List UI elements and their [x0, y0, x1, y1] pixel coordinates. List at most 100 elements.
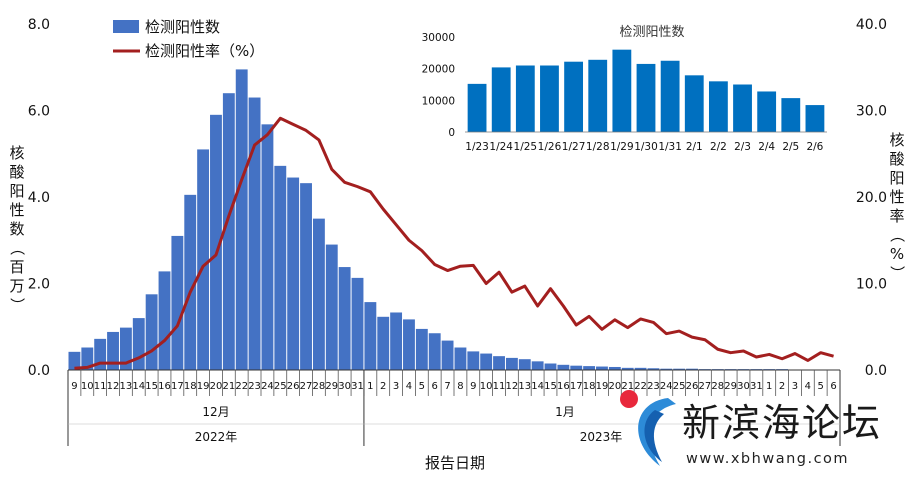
- bar-4: [119, 327, 132, 370]
- bar-16: [274, 165, 287, 370]
- inset-x-tick-1: 1/24: [489, 141, 513, 153]
- x-tick-17: 26: [287, 381, 300, 392]
- inset-bar-4: [564, 61, 584, 133]
- yleft-title-char-0: 核: [9, 144, 24, 162]
- inset-x-tick-0: 1/23: [465, 141, 489, 153]
- x-tick-27: 5: [419, 381, 425, 392]
- x-tick-16: 25: [274, 381, 287, 392]
- inset-x-tick-10: 2/2: [710, 141, 727, 153]
- bar-43: [621, 367, 634, 370]
- inset-y-tick-3: 30000: [422, 32, 455, 44]
- bar-23: [364, 302, 377, 370]
- bar-18: [300, 183, 312, 370]
- inset-x-tick-12: 2/4: [758, 141, 775, 153]
- yright-title-char-3: 性: [889, 188, 904, 206]
- inset-axes-group: 0 10000 20000 30000: [422, 32, 827, 139]
- bar-11: [210, 114, 222, 370]
- bar-1: [81, 347, 94, 370]
- rate-line: [74, 116, 834, 370]
- bar-44: [634, 367, 647, 370]
- rate-line-group: [74, 116, 834, 370]
- inset-bar-10: [708, 81, 728, 132]
- inset-x-tick-6: 1/29: [610, 141, 634, 153]
- x-tick-44: 22: [634, 381, 647, 392]
- inset-title: 检测阳性数: [619, 25, 684, 40]
- y-right-tick-4: 40.0: [856, 17, 887, 33]
- inset-bar-5: [588, 59, 608, 132]
- inset-bar-11: [733, 84, 752, 132]
- inset-y-tick-0: 0: [448, 127, 455, 139]
- bar-45: [647, 368, 660, 370]
- x-tick-53: 31: [750, 381, 763, 392]
- inset-bar-8: [660, 60, 680, 132]
- y-left-tick-1: 2.0: [28, 277, 50, 293]
- yleft-title-char-3: 性: [9, 201, 24, 219]
- inset-x-tick-5: 1/28: [586, 141, 610, 153]
- x-tick-29: 7: [444, 381, 450, 392]
- bar-37: [544, 363, 557, 370]
- x-tick-47: 25: [673, 381, 686, 392]
- bar-8: [171, 235, 184, 370]
- legend-bar-swatch: [113, 20, 139, 33]
- x-tick-31: 9: [470, 381, 476, 392]
- x-tick-11: 20: [210, 381, 223, 392]
- legend-bar-label: 检测阳性数: [145, 18, 220, 36]
- watermark-swoosh-inner: [644, 410, 664, 462]
- x-tick-33: 11: [493, 381, 506, 392]
- inset-x-tick-14: 2/6: [806, 141, 823, 153]
- x-tick-2: 11: [94, 381, 107, 392]
- x-tick-labels-group: 9 10 11 12 13 14 15 16 17 18 19 20 21 22 23 24 25 26 27 28 2…: [67, 370, 841, 446]
- yright-title-char-7: ）: [888, 265, 906, 280]
- x-tick-39: 17: [570, 381, 583, 392]
- bar-33: [493, 356, 505, 370]
- x-tick-48: 26: [686, 381, 699, 392]
- bar-20: [325, 244, 338, 370]
- yright-title-char-5: （: [888, 227, 906, 242]
- y-right-tick-0: 0.0: [865, 363, 887, 379]
- bar-41: [596, 366, 608, 370]
- x-tick-52: 30: [737, 381, 750, 392]
- bar-26: [403, 319, 415, 370]
- yleft-title-char-1: 酸: [9, 163, 24, 181]
- bar-12: [222, 93, 235, 370]
- yleft-title-char-8: ）: [8, 297, 26, 312]
- x-tick-36: 14: [531, 381, 544, 392]
- x-tick-25: 3: [393, 381, 399, 392]
- bar-3: [107, 331, 119, 370]
- x-tick-26: 4: [406, 381, 412, 392]
- yleft-title-char-2: 阳: [9, 182, 24, 200]
- x-tick-19: 28: [313, 381, 326, 392]
- x-tick-56: 3: [792, 381, 798, 392]
- month-label-dec: 12月: [202, 405, 229, 419]
- inset-bar-12: [757, 91, 777, 132]
- yleft-title-char-7: 万: [9, 277, 24, 295]
- x-tick-8: 17: [171, 381, 184, 392]
- bar-38: [557, 364, 570, 370]
- bar-6: [145, 294, 158, 370]
- inset-x-tick-8: 1/31: [658, 141, 682, 153]
- inset-x-tick-11: 2/3: [734, 141, 751, 153]
- yleft-title-char-6: 百: [9, 258, 24, 276]
- x-tick-30: 8: [457, 381, 463, 392]
- x-tick-43: 21: [621, 381, 634, 392]
- yleft-title-char-5: （: [8, 240, 26, 255]
- x-tick-35: 13: [518, 381, 531, 392]
- x-tick-42: 20: [608, 381, 621, 392]
- inset-bar-3: [540, 65, 559, 132]
- watermark-logo: 新滨海论坛 www.xbhwang.com: [620, 390, 880, 467]
- bar-13: [235, 69, 248, 370]
- bar-42: [608, 366, 621, 370]
- x-tick-37: 15: [544, 381, 557, 392]
- y-right-tick-1: 10.0: [856, 277, 887, 293]
- bar-36: [531, 361, 544, 370]
- legend: 检测阳性数 检测阳性率（%）: [113, 18, 264, 60]
- x-tick-0: 9: [71, 381, 77, 392]
- bar-21: [338, 267, 351, 370]
- x-tick-20: 29: [325, 381, 338, 392]
- main-bars-group: [68, 69, 840, 371]
- x-tick-50: 28: [711, 381, 724, 392]
- inset-bars-group: 1/23 1/24 1/25 1/26 1/27 1/28 1/29 1/30 1/31 2/1 2…: [465, 49, 825, 153]
